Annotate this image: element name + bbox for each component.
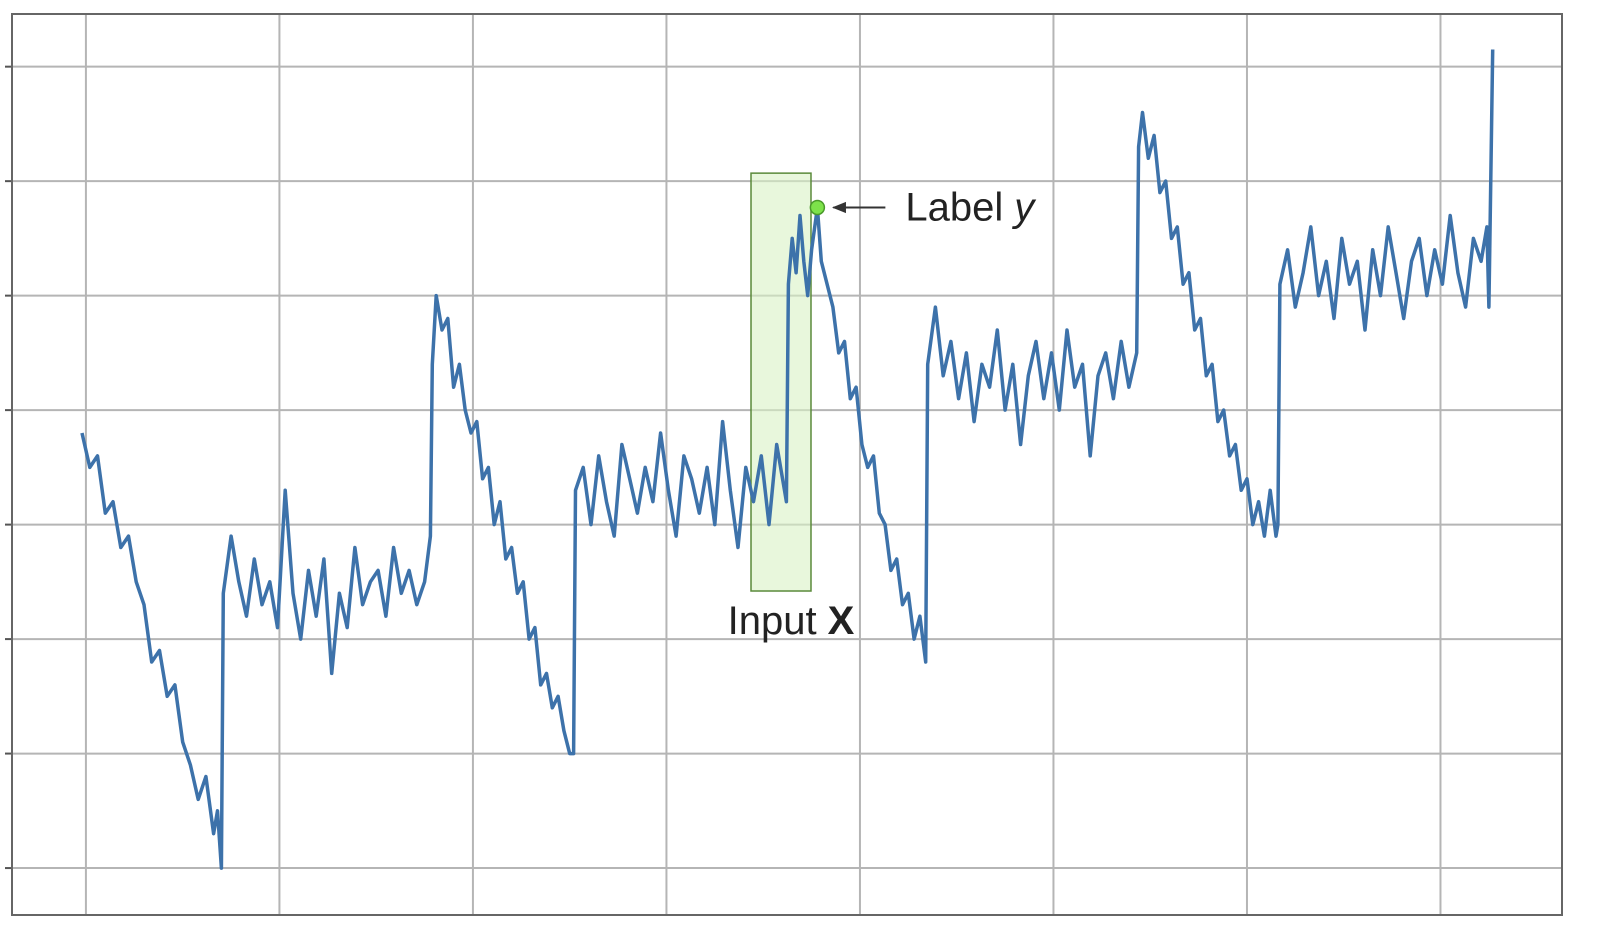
- input-annotation: Input X: [728, 599, 855, 643]
- input-var: X: [828, 599, 855, 643]
- label-text: Label: [905, 185, 1003, 229]
- marks: [80, 49, 1495, 870]
- input-text: Input: [728, 599, 817, 643]
- label-annotation: Label y: [905, 185, 1037, 229]
- data-line: [80, 49, 1495, 870]
- label-var: y: [1011, 185, 1037, 229]
- label-point: [809, 199, 826, 216]
- annotations: Label y Input X: [728, 185, 1038, 643]
- plot-frame: [11, 13, 1563, 916]
